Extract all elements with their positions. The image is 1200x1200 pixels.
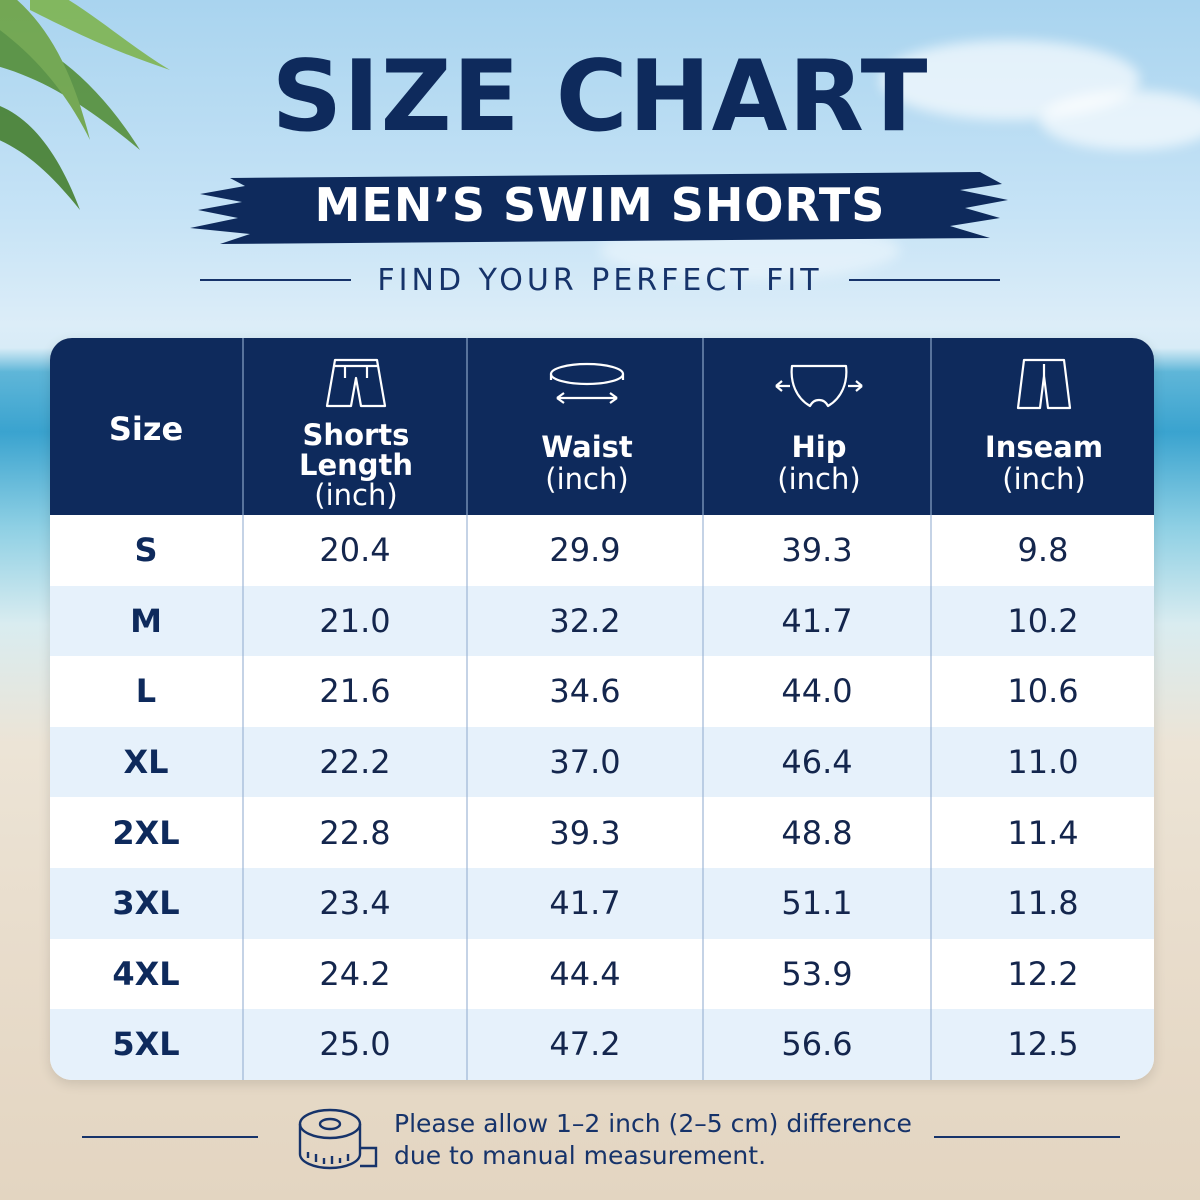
measurement-cell: 11.0	[1007, 743, 1079, 782]
measurement-cell: 53.9	[781, 954, 853, 993]
measurement-cell: 22.8	[319, 813, 391, 852]
table-row: S 20.4 29.9 39.3 9.8	[50, 515, 1154, 586]
measurement-cell: 12.2	[1007, 954, 1079, 993]
table-row: L 21.6 34.6 44.0 10.6	[50, 656, 1154, 727]
column-header-label: Hip	[791, 430, 847, 464]
measurement-cell: 11.4	[1007, 813, 1079, 852]
measurement-cell: 12.5	[1007, 1025, 1079, 1064]
measurement-cell: 44.4	[549, 954, 621, 993]
size-cell: 3XL	[112, 884, 180, 923]
size-cell: 2XL	[112, 813, 180, 852]
column-divider	[242, 338, 244, 1080]
brush-stroke-banner	[190, 172, 1008, 244]
measurement-cell: 48.8	[781, 813, 853, 852]
tagline: FIND YOUR PERFECT FIT	[377, 262, 823, 298]
column-header-label: Inseam	[984, 430, 1104, 464]
measurement-cell: 23.4	[319, 884, 391, 923]
measurement-cell: 10.2	[1007, 601, 1079, 640]
tagline-row: FIND YOUR PERFECT FIT	[200, 262, 1001, 298]
subtitle: MEN’S SWIM SHORTS	[314, 178, 886, 232]
size-cell: M	[130, 601, 162, 640]
waist-icon	[549, 362, 625, 404]
column-header-unit: (inch)	[777, 462, 861, 496]
measurement-cell: 51.1	[781, 884, 853, 923]
size-cell: XL	[123, 743, 169, 782]
measurement-cell: 56.6	[781, 1025, 853, 1064]
size-table: Size Shorts Length (inch)	[50, 338, 1154, 1080]
measurement-cell: 47.2	[549, 1025, 621, 1064]
column-divider	[466, 338, 468, 1080]
column-header-label: Shorts Length	[298, 418, 414, 482]
divider	[934, 1136, 1120, 1138]
column-header-hip: Hip (inch)	[706, 338, 932, 515]
measurement-cell: 29.9	[549, 531, 621, 570]
measurement-cell: 37.0	[549, 743, 621, 782]
table-row: XL 22.2 37.0 46.4 11.0	[50, 726, 1154, 798]
table-row: 3XL 23.4 41.7 51.1 11.8	[50, 868, 1154, 939]
column-header-label: Waist	[541, 430, 633, 464]
column-header-unit: (inch)	[1002, 462, 1086, 496]
measurement-cell: 25.0	[319, 1025, 391, 1064]
column-divider	[702, 338, 704, 1080]
column-divider	[930, 338, 932, 1080]
table-row: 4XL 24.2 44.4 53.9 12.2	[50, 938, 1154, 1010]
measurement-cell: 21.0	[319, 601, 391, 640]
column-header-shorts-length: Shorts Length (inch)	[244, 338, 468, 515]
measuring-tape-icon	[298, 1108, 378, 1170]
table-row: 5XL 25.0 47.2 56.6 12.5	[50, 1009, 1154, 1080]
palm-leaves-decoration	[0, 0, 170, 210]
inseam-icon	[1016, 358, 1072, 410]
column-header-unit: (inch)	[545, 462, 629, 496]
column-header-label: Size	[108, 410, 184, 448]
note-line: due to manual measurement.	[394, 1141, 767, 1170]
measurement-cell: 44.0	[781, 672, 853, 711]
measurement-cell: 34.6	[549, 672, 621, 711]
measurement-cell: 39.3	[549, 813, 621, 852]
measurement-cell: 32.2	[549, 601, 621, 640]
measurement-cell: 46.4	[781, 743, 853, 782]
measurement-cell: 20.4	[319, 531, 391, 570]
measurement-cell: 9.8	[1017, 531, 1069, 570]
column-header-inseam: Inseam (inch)	[934, 338, 1154, 515]
page-title: SIZE CHART	[271, 40, 929, 154]
table-row: M 21.0 32.2 41.7 10.2	[50, 585, 1154, 657]
measurement-cell: 21.6	[319, 672, 391, 711]
measurement-cell: 24.2	[319, 954, 391, 993]
hip-icon	[775, 364, 863, 408]
divider	[82, 1136, 258, 1138]
column-header-size: Size	[50, 338, 242, 515]
divider	[848, 279, 1001, 281]
size-cell: L	[135, 672, 157, 711]
measurement-cell: 41.7	[549, 884, 621, 923]
measurement-note: Please allow 1–2 inch (2–5 cm) differenc…	[394, 1108, 912, 1172]
column-header-waist: Waist (inch)	[470, 338, 704, 515]
measurement-cell: 10.6	[1007, 672, 1079, 711]
measurement-cell: 11.8	[1007, 884, 1079, 923]
table-header: Size Shorts Length (inch)	[50, 338, 1154, 515]
size-cell: 4XL	[112, 954, 180, 993]
measurement-cell: 41.7	[781, 601, 853, 640]
column-header-unit: (inch)	[314, 478, 398, 512]
size-cell: S	[134, 531, 158, 570]
divider	[200, 279, 352, 281]
cloud	[1040, 90, 1200, 150]
measurement-cell: 39.3	[781, 531, 853, 570]
table-row: 2XL 22.8 39.3 48.8 11.4	[50, 797, 1154, 868]
shorts-icon	[325, 358, 387, 408]
measurement-cell: 22.2	[319, 743, 391, 782]
size-cell: 5XL	[112, 1025, 180, 1064]
note-line: Please allow 1–2 inch (2–5 cm) differenc…	[394, 1109, 912, 1138]
